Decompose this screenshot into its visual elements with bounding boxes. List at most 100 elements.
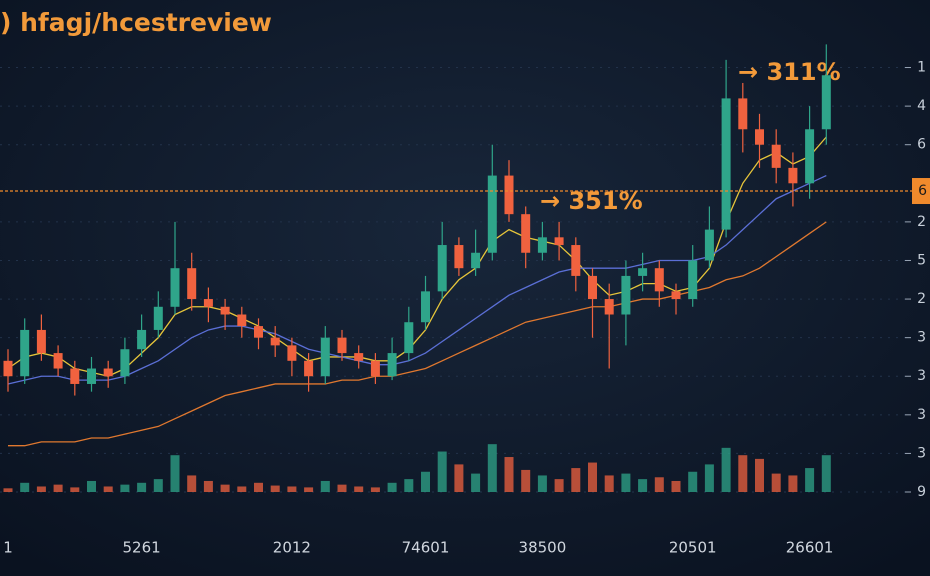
- candle-body: [771, 144, 781, 168]
- candle-body: [137, 329, 147, 350]
- volume-bar: [738, 455, 748, 492]
- x-tick-label: 1: [3, 539, 13, 557]
- volume-bar: [370, 487, 380, 492]
- candle-body: [471, 252, 481, 269]
- candle-body: [270, 337, 280, 346]
- volume-bar: [788, 475, 798, 492]
- x-tick-label: 38500: [519, 539, 567, 557]
- candle-body: [788, 167, 798, 184]
- volume-bar: [53, 484, 63, 492]
- volume-bar: [270, 485, 280, 492]
- volume-bar: [721, 447, 731, 492]
- volume-bar: [621, 473, 631, 492]
- candle-body: [120, 349, 130, 377]
- volume-bar: [220, 484, 230, 492]
- volume-bar: [287, 486, 297, 492]
- last-price-box: [912, 178, 930, 205]
- candle-body: [304, 360, 314, 377]
- volume-bar: [704, 464, 714, 492]
- candle-body: [621, 275, 631, 315]
- candle-body: [320, 337, 330, 377]
- candle-body: [688, 260, 698, 300]
- volume-bar: [821, 455, 831, 492]
- candle-body: [755, 129, 764, 145]
- candle-body: [254, 326, 263, 338]
- candle-body: [53, 353, 63, 369]
- volume-bar: [521, 469, 531, 492]
- y-tick-label: 3: [917, 445, 926, 461]
- candle-body: [103, 368, 113, 377]
- candle-body: [187, 268, 197, 300]
- candle-body: [454, 245, 464, 269]
- candle-body: [287, 345, 297, 361]
- volume-bar: [688, 471, 698, 492]
- candle-body: [404, 322, 414, 354]
- candle-body: [554, 237, 564, 246]
- x-tick-label: 5261: [123, 539, 161, 557]
- candle-body: [36, 329, 46, 354]
- candle-body: [588, 275, 597, 300]
- volume-bar: [3, 488, 13, 492]
- candle-body: [805, 129, 815, 184]
- volume-bar: [103, 486, 113, 492]
- volume-bar: [638, 479, 648, 492]
- candle-body: [671, 291, 681, 300]
- candle-body: [571, 245, 581, 276]
- y-tick-label: 2: [917, 291, 926, 307]
- volume-bar: [554, 479, 564, 492]
- volume-bar: [671, 480, 681, 492]
- volume-bar: [571, 468, 581, 492]
- x-tick-label: 26601: [786, 539, 834, 557]
- volume-bar: [337, 484, 347, 492]
- candle-body: [504, 175, 514, 215]
- candle-body: [337, 337, 347, 354]
- candle-body: [170, 268, 180, 307]
- volume-bar: [604, 475, 614, 492]
- y-tick-label: 1: [917, 60, 926, 76]
- volume-bar: [421, 471, 430, 492]
- candle-body: [387, 353, 397, 377]
- candle-body: [521, 214, 531, 253]
- candle-body: [20, 329, 30, 377]
- volume-bar: [137, 482, 147, 492]
- volume-bar: [36, 486, 46, 492]
- x-tick-label: 20501: [669, 539, 717, 557]
- y-tick-label: 2: [917, 214, 926, 230]
- annotation: → 351%: [540, 187, 643, 215]
- volume-bar: [120, 484, 130, 492]
- volume-bar: [20, 482, 30, 492]
- volume-bar: [755, 458, 764, 492]
- candle-body: [721, 98, 731, 230]
- candle-body: [487, 175, 497, 253]
- candle-body: [370, 360, 380, 377]
- volume-bar: [805, 468, 815, 492]
- candle-body: [421, 291, 430, 323]
- volume-bar: [320, 480, 330, 492]
- volume-bar: [153, 479, 163, 492]
- candle-body: [203, 299, 213, 307]
- candle-body: [437, 245, 447, 292]
- volume-bar: [187, 475, 197, 492]
- volume-bar: [654, 477, 664, 492]
- candle-body: [153, 306, 163, 330]
- candle-body: [738, 98, 748, 130]
- volume-bar: [404, 479, 414, 492]
- volume-bar: [437, 451, 447, 492]
- candle-body: [604, 299, 614, 315]
- volume-bar: [487, 444, 497, 492]
- volume-bar: [70, 487, 80, 492]
- candle-body: [704, 229, 714, 261]
- volume-bar: [471, 473, 481, 492]
- volume-bar: [454, 464, 464, 492]
- volume-bar: [87, 480, 96, 492]
- volume-bar: [170, 455, 180, 492]
- volume-bar: [354, 486, 364, 492]
- volume-bar: [771, 473, 781, 492]
- y-tick-label: 6: [917, 137, 926, 153]
- candle-body: [70, 368, 80, 384]
- y-tick-label: 5: [917, 252, 926, 268]
- y-tick-label: 3: [917, 330, 926, 346]
- last-price-label: 6: [918, 183, 927, 199]
- candle-body: [3, 360, 13, 377]
